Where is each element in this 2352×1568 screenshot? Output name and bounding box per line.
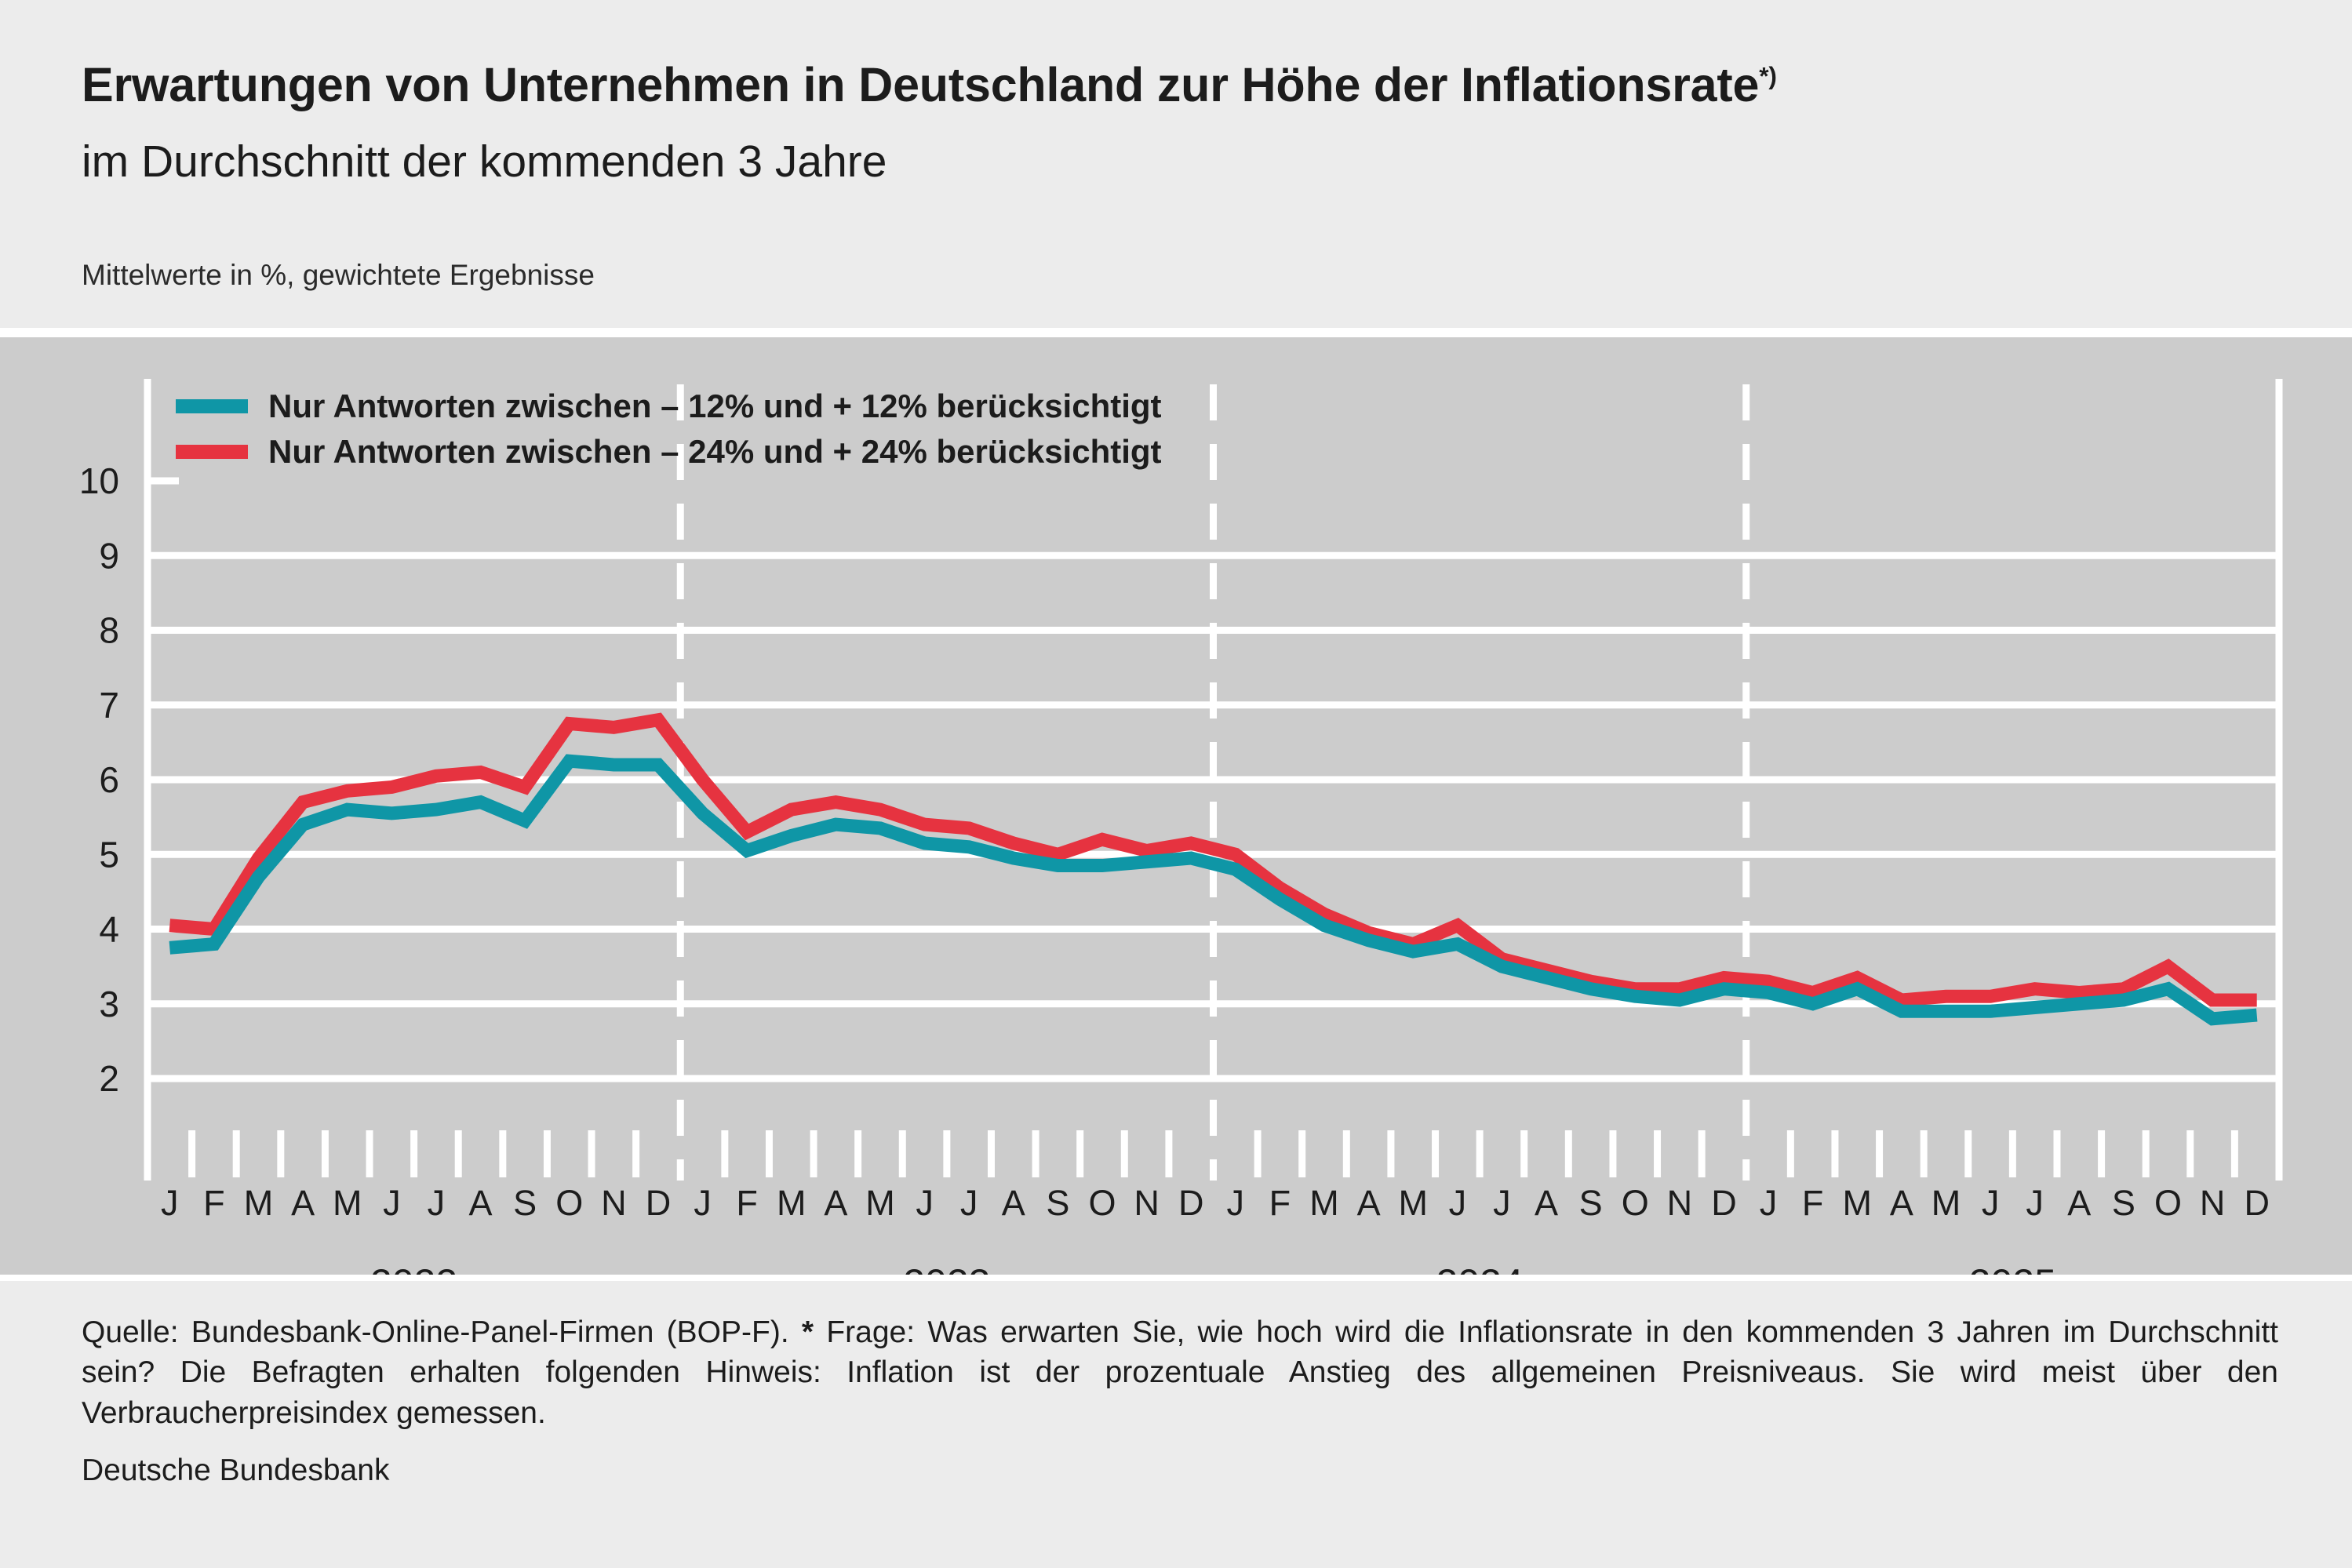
x-month-label: D xyxy=(1711,1183,1737,1223)
y-tick-label: 4 xyxy=(99,909,119,950)
x-month-label: A xyxy=(291,1183,315,1223)
page-subtitle: im Durchschnitt der kommenden 3 Jahre xyxy=(82,136,887,187)
x-month-label: A xyxy=(1002,1183,1025,1223)
data-series-group xyxy=(169,712,2258,1026)
y-tick-label: 10 xyxy=(79,460,119,501)
footnote-question-text: Frage: Was erwarten Sie, wie hoch wird d… xyxy=(82,1315,2278,1430)
x-month-label: J xyxy=(1982,1183,2000,1223)
y-tick-label: 6 xyxy=(99,759,119,800)
x-month-label: M xyxy=(244,1183,274,1223)
legend-label-red: Nur Antworten zwischen – 24% und + 24% b… xyxy=(268,433,1162,470)
x-month-label: J xyxy=(694,1183,712,1223)
footnote-text: Quelle: Bundesbank-Online-Panel-Firmen (… xyxy=(82,1312,2278,1433)
figure-header: Erwartungen von Unternehmen in Deutschla… xyxy=(0,0,2352,328)
x-month-label: O xyxy=(1088,1183,1116,1223)
x-month-label: N xyxy=(1667,1183,1693,1223)
y-tick-label: 8 xyxy=(99,610,119,651)
x-month-label: N xyxy=(601,1183,627,1223)
legend-swatch-red xyxy=(176,445,248,459)
y-tick-label: 7 xyxy=(99,685,119,726)
legend-label-teal: Nur Antworten zwischen – 12% und + 12% b… xyxy=(268,387,1162,424)
x-year-label: 2023 xyxy=(903,1261,990,1275)
x-year-label: 2024 xyxy=(1436,1261,1524,1275)
legend-item-teal: Nur Antworten zwischen – 12% und + 12% b… xyxy=(176,384,1162,428)
x-axis-year-labels: 2022 2023 2024 2025 xyxy=(370,1261,2056,1275)
y-tick-label: 2 xyxy=(99,1058,119,1099)
x-month-label: J xyxy=(1493,1183,1511,1223)
x-month-label: A xyxy=(2067,1183,2091,1223)
footnote-source-lead: Quelle: Bundesbank-Online-Panel-Firmen (… xyxy=(82,1315,789,1349)
y-tick-label: 5 xyxy=(99,834,119,875)
x-month-label: F xyxy=(1802,1183,1824,1223)
x-month-label: M xyxy=(1309,1183,1339,1223)
x-month-label: A xyxy=(824,1183,847,1223)
x-month-label: A xyxy=(1357,1183,1381,1223)
legend-item-red: Nur Antworten zwischen – 24% und + 24% b… xyxy=(176,430,1162,474)
chart-legend: Nur Antworten zwischen – 12% und + 12% b… xyxy=(176,384,1162,475)
x-month-label: S xyxy=(1579,1183,1603,1223)
x-month-label: O xyxy=(1622,1183,1649,1223)
x-month-label: A xyxy=(1535,1183,1558,1223)
title-footnote-marker: *) xyxy=(1759,61,1777,90)
x-month-label: M xyxy=(1398,1183,1428,1223)
x-month-label: J xyxy=(1449,1183,1467,1223)
series-line-red xyxy=(169,712,2257,1007)
x-month-label: O xyxy=(2154,1183,2182,1223)
y-tick-label: 3 xyxy=(99,984,119,1024)
figure-footer: Quelle: Bundesbank-Online-Panel-Firmen (… xyxy=(0,1281,2352,1568)
x-month-label: O xyxy=(555,1183,583,1223)
year-separator-gridlines xyxy=(144,379,2283,1181)
x-month-label: M xyxy=(1843,1183,1873,1223)
x-month-label: S xyxy=(513,1183,537,1223)
x-month-label: J xyxy=(161,1183,179,1223)
x-month-label: A xyxy=(1890,1183,1913,1223)
page-title: Erwartungen von Unternehmen in Deutschla… xyxy=(82,61,1777,109)
x-month-label: D xyxy=(1178,1183,1204,1223)
x-month-label: M xyxy=(865,1183,895,1223)
x-month-label: D xyxy=(2244,1183,2270,1223)
x-month-label: J xyxy=(916,1183,934,1223)
x-month-label: M xyxy=(777,1183,806,1223)
chart-units-note: Mittelwerte in %, gewichtete Ergebnisse xyxy=(82,259,595,291)
x-year-label: 2025 xyxy=(1969,1261,2056,1275)
x-month-label: J xyxy=(960,1183,978,1223)
x-month-label: D xyxy=(646,1183,672,1223)
x-month-label: J xyxy=(1760,1183,1778,1223)
x-month-label: J xyxy=(2026,1183,2044,1223)
x-month-label: N xyxy=(1134,1183,1160,1223)
y-axis-tick-labels: 2 3 4 5 6 7 8 9 10 xyxy=(79,460,119,1099)
x-month-label: J xyxy=(1227,1183,1245,1223)
x-month-label: F xyxy=(736,1183,758,1223)
x-axis-ticks xyxy=(188,1130,2283,1177)
x-month-label: S xyxy=(2112,1183,2135,1223)
x-month-label: M xyxy=(1931,1183,1961,1223)
series-line-teal xyxy=(169,754,2258,1026)
x-month-label: F xyxy=(203,1183,225,1223)
x-year-label: 2022 xyxy=(370,1261,457,1275)
footer-divider xyxy=(0,1275,2352,1277)
y-tick-label: 9 xyxy=(99,535,119,576)
x-month-label: A xyxy=(469,1183,493,1223)
publisher-name: Deutsche Bundesbank xyxy=(82,1453,390,1487)
x-month-label: M xyxy=(333,1183,362,1223)
x-month-label: J xyxy=(383,1183,401,1223)
legend-swatch-teal xyxy=(176,399,248,413)
x-month-label: J xyxy=(428,1183,446,1223)
page-title-text: Erwartungen von Unternehmen in Deutschla… xyxy=(82,58,1760,111)
x-month-label: S xyxy=(1046,1183,1069,1223)
x-month-label: F xyxy=(1269,1183,1291,1223)
x-month-label: N xyxy=(2200,1183,2226,1223)
footnote-star-marker: * xyxy=(801,1315,814,1349)
header-divider xyxy=(0,333,2352,335)
